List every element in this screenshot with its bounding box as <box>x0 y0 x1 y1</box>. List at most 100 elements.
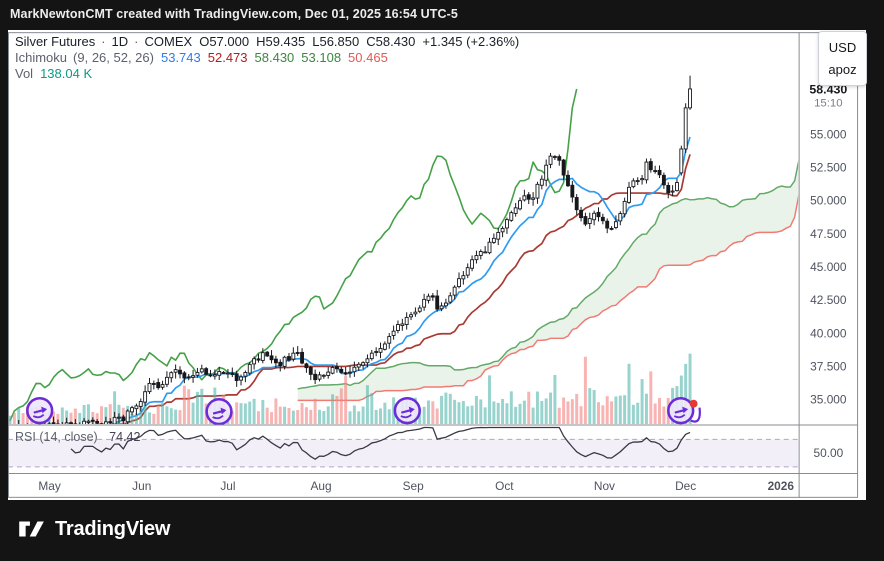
ichimoku-name[interactable]: Ichimoku <box>15 50 68 65</box>
unit-currency-box[interactable]: USD apoz <box>818 31 867 86</box>
candle-body <box>138 401 143 407</box>
candle-body <box>256 358 261 361</box>
purple-arrow-marker-icon[interactable] <box>26 396 54 425</box>
volume-bar <box>100 406 104 425</box>
volume-bar <box>518 403 522 425</box>
candle-body <box>134 405 139 410</box>
timeframe[interactable]: 1D <box>111 34 129 49</box>
candle-body <box>400 323 405 326</box>
volume-bar <box>649 371 653 425</box>
candle-body <box>557 156 562 161</box>
symbol-name[interactable]: Silver Futures <box>15 34 96 49</box>
volume-bar <box>78 412 82 425</box>
candle-body <box>474 255 479 261</box>
last-price-value: 58.430 <box>809 83 847 97</box>
time-tick-label: Sep <box>403 479 425 493</box>
volume-bar <box>662 406 666 425</box>
time-tick-label: Jul <box>220 479 235 493</box>
drawing-markers <box>26 396 701 426</box>
candle-body <box>86 420 91 423</box>
chart-panel: 55.000 52.500 50.000 47.500 45.000 42.500 40.0… <box>8 30 867 500</box>
unit-measure: apoz <box>828 62 857 78</box>
candle-body <box>413 311 418 315</box>
footer-brand[interactable]: TradingView <box>16 511 170 547</box>
volume-bar <box>522 400 526 425</box>
volume-bar <box>392 397 396 425</box>
volume-bar <box>457 402 461 425</box>
candle-body <box>627 186 631 203</box>
volume-name[interactable]: Vol <box>15 66 34 81</box>
candle-body <box>465 267 470 276</box>
candle-body <box>600 216 605 222</box>
time-axis[interactable]: May Jun Jul Aug Sep Oct Nov Dec 2026 <box>38 479 794 493</box>
volume-bar <box>21 413 25 425</box>
volume-bar <box>248 401 252 425</box>
ichimoku-params: (9, 26, 52, 26) <box>73 50 154 65</box>
volume-bar <box>73 408 77 425</box>
chart-canvas[interactable]: 55.000 52.500 50.000 47.500 45.000 42.500 40.0… <box>8 30 866 500</box>
volume-bar <box>326 406 330 425</box>
volume-bar <box>344 375 348 425</box>
candle-body <box>522 195 527 201</box>
candle-body <box>352 366 357 373</box>
rsi-mid-label: 50.00 <box>813 446 843 460</box>
candle-body <box>313 373 318 381</box>
volume-bar <box>461 401 465 425</box>
candle-body <box>505 219 509 229</box>
candle-body <box>147 382 152 393</box>
ichimoku-conversion: 53.743 <box>160 50 201 65</box>
marker-arrow-tail <box>400 413 412 419</box>
candle-body <box>151 383 156 385</box>
volume-bar <box>431 401 435 425</box>
candle-body <box>51 422 56 425</box>
volume-bar <box>8 415 12 425</box>
purple-arrow-marker-icon[interactable] <box>667 396 695 425</box>
volume-bar <box>348 411 352 425</box>
ichimoku-base: 52.473 <box>207 50 248 65</box>
candle-body <box>130 407 134 413</box>
volume-bar <box>483 407 487 425</box>
purple-arrow-marker-icon[interactable] <box>393 396 421 425</box>
volume-bar <box>505 403 509 425</box>
purple-arrow-marker-icon[interactable] <box>205 397 233 426</box>
ichimoku-lead2: 50.465 <box>348 50 388 65</box>
candle-body <box>156 382 161 389</box>
candle-body <box>518 200 522 210</box>
rsi-name[interactable]: RSI <box>15 430 36 444</box>
candle-body <box>164 376 169 385</box>
marker-arrow-tail <box>212 414 224 420</box>
kijun-sen-line <box>112 154 691 425</box>
volume-bar <box>383 402 387 425</box>
price-axis[interactable]: 55.000 52.500 50.000 47.500 45.000 42.500 40.0… <box>803 80 856 460</box>
candle-body <box>391 330 396 336</box>
candle-body <box>252 358 257 365</box>
candle-body <box>539 178 544 186</box>
candle-body <box>657 169 662 176</box>
candle-body <box>273 358 278 364</box>
candle-body <box>622 200 627 215</box>
candle-body <box>478 251 483 256</box>
candle-body <box>587 218 592 224</box>
candle-body <box>204 368 209 375</box>
marker-extra-curl <box>690 407 701 423</box>
candle-body <box>356 363 361 368</box>
candle-body <box>78 427 81 428</box>
volume-bar <box>570 399 574 425</box>
volume-bar <box>636 402 640 425</box>
candle-body <box>544 164 549 181</box>
volume-bar <box>597 402 600 425</box>
ichimoku-lagging: 58.430 <box>254 50 295 65</box>
candle-body <box>683 107 688 150</box>
candle-body <box>640 178 645 181</box>
volume-bar <box>174 409 178 425</box>
volume-bar <box>86 404 90 425</box>
volume-bar <box>631 404 635 425</box>
brand-name: TradingView <box>55 517 171 540</box>
volume-bar <box>627 363 631 425</box>
candle-body <box>605 220 610 229</box>
volume-bar <box>239 403 243 425</box>
volume-bar <box>658 397 662 425</box>
candle-body <box>596 211 601 218</box>
volume-bar <box>549 392 553 425</box>
candle-body <box>631 180 636 188</box>
